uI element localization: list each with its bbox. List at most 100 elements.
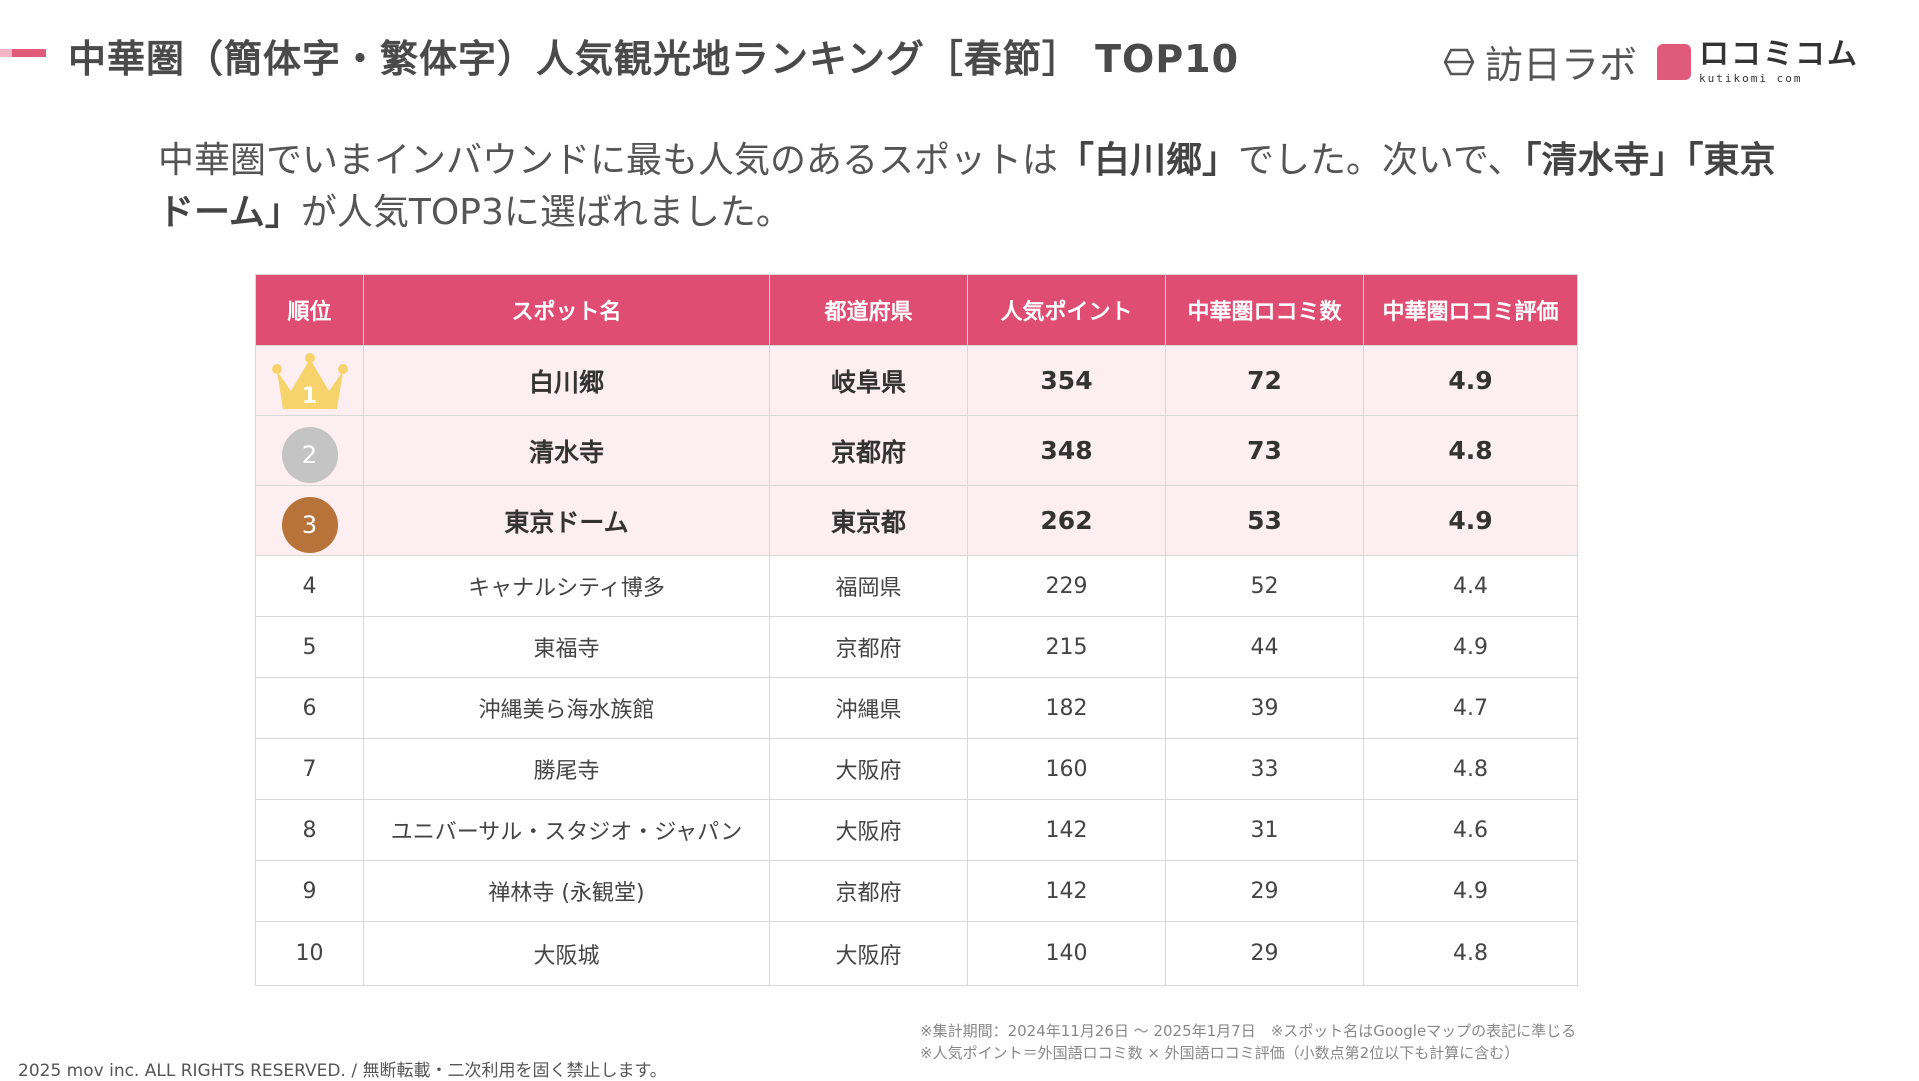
rank-cell: 4 — [255, 555, 364, 617]
footnote-formula: ※人気ポイント＝外国語ロコミ数 × 外国語ロコミ評価（小数点第2位以下も計算に含… — [920, 1044, 1520, 1062]
prefecture-cell: 福岡県 — [769, 555, 968, 617]
spot-cell: 勝尾寺 — [363, 738, 770, 800]
spot-cell: 清水寺 — [363, 415, 770, 486]
rank-cell: 6 — [255, 677, 364, 739]
spot-cell: 東福寺 — [363, 616, 770, 678]
points-cell: 160 — [967, 738, 1166, 800]
houmon-lab-logo: 訪日ラボ — [1441, 34, 1637, 89]
points-cell: 348 — [967, 415, 1166, 486]
points-cell: 354 — [967, 345, 1166, 416]
prefecture-cell: 京都府 — [769, 415, 968, 486]
table-row: 10 大阪城 大阪府 140 29 4.8 — [255, 921, 1578, 986]
prefecture-cell: 京都府 — [769, 616, 968, 678]
col-header-rank: 順位 — [255, 274, 364, 346]
col-header-reviews: 中華圏ロコミ数 — [1165, 274, 1364, 346]
spot-cell: 大阪城 — [363, 921, 770, 986]
rank-cell: 7 — [255, 738, 364, 800]
points-cell: 215 — [967, 616, 1166, 678]
reviews-cell: 52 — [1165, 555, 1364, 617]
kuchikomi-text: ロコミコム — [1699, 36, 1859, 72]
reviews-cell: 44 — [1165, 616, 1364, 678]
silver-medal-icon: 2 — [281, 426, 338, 483]
col-header-spot: スポット名 — [363, 274, 770, 346]
prefecture-cell: 岐阜県 — [769, 345, 968, 416]
kuchikomi-mark-icon — [1657, 43, 1691, 80]
rating-cell: 4.7 — [1363, 677, 1578, 739]
lead-paragraph: 中華圏でいまインバウンドに最も人気のあるスポットは「白川郷」でした。次いで、「清… — [158, 135, 1798, 239]
copyright-text: 2025 mov inc. ALL RIGHTS RESERVED. / 無断転… — [18, 1061, 667, 1081]
reviews-cell: 29 — [1165, 921, 1364, 986]
rank-cell: 8 — [255, 799, 364, 861]
rating-cell: 4.6 — [1363, 799, 1578, 861]
points-cell: 182 — [967, 677, 1166, 739]
rating-cell: 4.8 — [1363, 415, 1578, 486]
gold-crown-icon: 1 — [269, 351, 351, 413]
prefecture-cell: 東京都 — [769, 485, 968, 556]
prefecture-cell: 大阪府 — [769, 738, 968, 800]
accent-bar — [0, 49, 46, 57]
houmon-lab-text: 訪日ラボ — [1484, 43, 1637, 87]
spot-cell: ユニバーサル・スタジオ・ジャパン — [363, 799, 770, 861]
prefecture-cell: 沖縄県 — [769, 677, 968, 739]
logo-group: 訪日ラボ ロコミコム kutikomi com — [1441, 34, 1859, 89]
col-header-rating: 中華圏ロコミ評価 — [1363, 274, 1578, 346]
table-row: 2 清水寺 京都府 348 73 4.8 — [255, 415, 1578, 486]
ranking-table: 順位 スポット名 都道府県 人気ポイント 中華圏ロコミ数 中華圏ロコミ評価 1 — [255, 274, 1578, 986]
points-cell: 262 — [967, 485, 1166, 556]
rank-cell: 3 — [255, 485, 364, 556]
kuchikomi-logo: ロコミコム kutikomi com — [1657, 36, 1859, 85]
rating-cell: 4.4 — [1363, 555, 1578, 617]
rating-cell: 4.9 — [1363, 485, 1578, 556]
reviews-cell: 39 — [1165, 677, 1364, 739]
rank-cell: 5 — [255, 616, 364, 678]
col-header-points: 人気ポイント — [967, 274, 1166, 346]
spot-cell: キャナルシティ博多 — [363, 555, 770, 617]
lead-highlight-2: 「清水寺」「東京ドーム」 — [158, 140, 1776, 233]
table-row: 1 白川郷 岐阜県 354 72 4.9 — [255, 345, 1578, 416]
points-cell: 142 — [967, 860, 1166, 922]
reviews-cell: 72 — [1165, 345, 1364, 416]
spot-cell: 沖縄美ら海水族館 — [363, 677, 770, 739]
spot-cell: 禅林寺 (永観堂) — [363, 860, 770, 922]
rank-cell: 9 — [255, 860, 364, 922]
rating-cell: 4.8 — [1363, 921, 1578, 986]
table-row: 4 キャナルシティ博多 福岡県 229 52 4.4 — [255, 555, 1578, 617]
points-cell: 140 — [967, 921, 1166, 986]
lead-text-2: でした。次いで、 — [1238, 140, 1524, 181]
rating-cell: 4.9 — [1363, 860, 1578, 922]
rank-cell: 2 — [255, 415, 364, 486]
houmon-lab-icon — [1443, 48, 1475, 75]
lead-text-1: 中華圏でいまインバウンドに最も人気のあるスポットは — [158, 140, 1059, 181]
table-row: 9 禅林寺 (永観堂) 京都府 142 29 4.9 — [255, 860, 1578, 922]
rank-number: 1 — [301, 383, 318, 409]
page-title: 中華圏（簡体字・繁体字）人気観光地ランキング［春節］ TOP10 — [68, 37, 1240, 81]
rating-cell: 4.8 — [1363, 738, 1578, 800]
prefecture-cell: 京都府 — [769, 860, 968, 922]
table-row: 7 勝尾寺 大阪府 160 33 4.8 — [255, 738, 1578, 800]
points-cell: 229 — [967, 555, 1166, 617]
footnotes: ※集計期間：2024年11月26日 〜 2025年1月7日 ※スポット名はGoo… — [920, 1020, 1576, 1064]
footnote-period: ※集計期間：2024年11月26日 〜 2025年1月7日 ※スポット名はGoo… — [920, 1022, 1577, 1040]
reviews-cell: 29 — [1165, 860, 1364, 922]
spot-cell: 白川郷 — [363, 345, 770, 416]
table-row: 5 東福寺 京都府 215 44 4.9 — [255, 616, 1578, 678]
bronze-medal-icon: 3 — [281, 496, 338, 553]
kuchikomi-subtext: kutikomi com — [1699, 71, 1803, 85]
lead-highlight-1: 「白川郷」 — [1058, 140, 1239, 181]
rating-cell: 4.9 — [1363, 345, 1578, 416]
table-row: 6 沖縄美ら海水族館 沖縄県 182 39 4.7 — [255, 677, 1578, 739]
rank-cell: 10 — [255, 921, 364, 986]
rating-cell: 4.9 — [1363, 616, 1578, 678]
points-cell: 142 — [967, 799, 1166, 861]
col-header-prefecture: 都道府県 — [769, 274, 968, 346]
rank-cell: 1 — [255, 345, 364, 416]
reviews-cell: 53 — [1165, 485, 1364, 556]
reviews-cell: 33 — [1165, 738, 1364, 800]
spot-cell: 東京ドーム — [363, 485, 770, 556]
prefecture-cell: 大阪府 — [769, 799, 968, 861]
reviews-cell: 73 — [1165, 415, 1364, 486]
table-row: 8 ユニバーサル・スタジオ・ジャパン 大阪府 142 31 4.6 — [255, 799, 1578, 861]
reviews-cell: 31 — [1165, 799, 1364, 861]
prefecture-cell: 大阪府 — [769, 921, 968, 986]
lead-text-3: が人気TOP3に選ばれました。 — [300, 192, 792, 233]
